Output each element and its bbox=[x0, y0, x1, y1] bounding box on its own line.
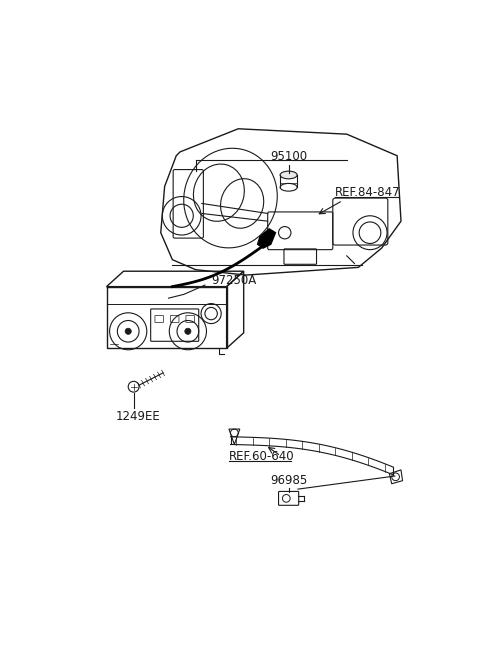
Text: 97250A: 97250A bbox=[211, 274, 256, 287]
Text: REF.84-847: REF.84-847 bbox=[335, 186, 401, 199]
Polygon shape bbox=[258, 229, 276, 248]
Text: REF.60-640: REF.60-640 bbox=[229, 449, 295, 462]
Text: 1249EE: 1249EE bbox=[116, 410, 160, 423]
Text: 96985: 96985 bbox=[270, 474, 307, 487]
Ellipse shape bbox=[280, 171, 297, 179]
Circle shape bbox=[185, 328, 191, 335]
Text: 95100: 95100 bbox=[270, 150, 307, 163]
Circle shape bbox=[125, 328, 132, 335]
